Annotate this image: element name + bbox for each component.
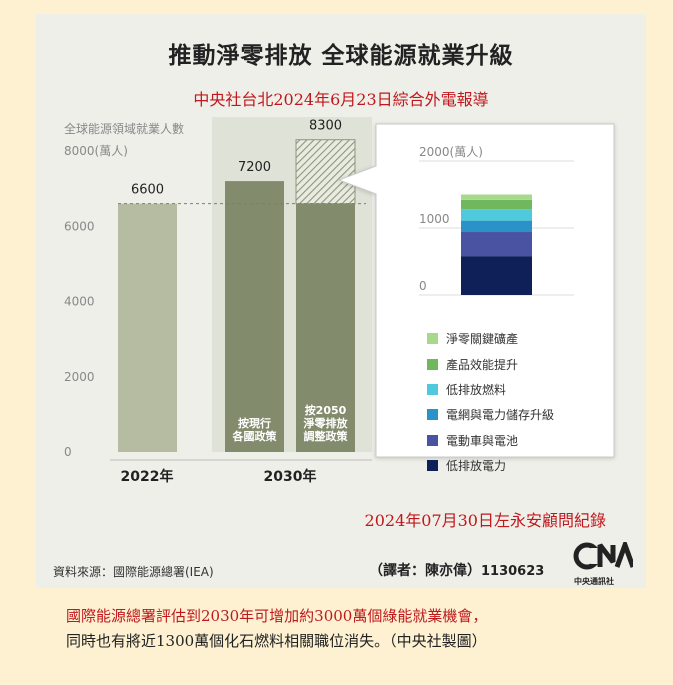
legend-swatch bbox=[427, 434, 438, 446]
inset-stack-segment bbox=[461, 256, 532, 295]
y-tick-label: 0 bbox=[64, 445, 72, 459]
caption-line-2: 同時也有將近1300萬個化石燃料相關職位消失。（中央社製圖） bbox=[66, 632, 487, 650]
inset-y-tick-label: 2000(萬人) bbox=[419, 145, 483, 159]
cna-logo-icon bbox=[573, 542, 633, 570]
legend-item: 淨零關鍵礦產 bbox=[427, 326, 647, 351]
legend-label: 淨零關鍵礦產 bbox=[446, 332, 519, 347]
bar-inside-label: 調整政策 bbox=[304, 429, 349, 443]
legend-swatch bbox=[427, 333, 438, 345]
legend-item: 電動車與電池 bbox=[427, 428, 647, 453]
legend-item: 低排放燃料 bbox=[427, 377, 647, 402]
y-tick-label: 4000 bbox=[64, 295, 95, 309]
bar-inside-label: 按2050 bbox=[305, 403, 347, 417]
bar-2022 bbox=[118, 203, 177, 452]
y-tick-label: 6000 bbox=[64, 219, 95, 233]
chart-title: 推動淨零排放 全球能源就業升級 bbox=[168, 43, 514, 69]
legend-label: 電動車與電池 bbox=[446, 433, 519, 448]
logo-text: 中央通訊社 bbox=[574, 577, 614, 586]
inset-stack-segment bbox=[461, 209, 532, 221]
chart-subtitle: 中央社台北2024年6月23日綜合外電報導 bbox=[193, 90, 489, 109]
x-tick-label-2022: 2022年 bbox=[121, 468, 174, 485]
bar-2030-netzero-increment bbox=[295, 139, 356, 205]
bar-inside-label: 按現行 bbox=[238, 416, 271, 430]
inset-y-tick-label: 0 bbox=[419, 279, 427, 293]
legend-swatch bbox=[427, 383, 438, 395]
record-note: 2024年07月30日左永安顧問紀錄 bbox=[364, 511, 606, 530]
caption: 國際能源總署評估到2030年可增加約3000萬個綠能就業機會， 同時也有將近13… bbox=[66, 604, 656, 654]
main-chart: 全球能源領域就業人數 0 2000 4000 6000 8000(萬人) 6600 7200 按… bbox=[64, 117, 615, 485]
inset-stack-segment bbox=[461, 232, 532, 257]
legend-label: 低排放燃料 bbox=[446, 382, 507, 397]
bar-value-label: 6600 bbox=[131, 183, 164, 198]
bar-inside-label: 淨零排放 bbox=[304, 416, 349, 430]
translator-credit: （譯者：陳亦偉）1130623 bbox=[369, 560, 544, 580]
y-axis-label: 全球能源領域就業人數 bbox=[64, 121, 184, 136]
inset-y-tick-label: 1000 bbox=[419, 212, 450, 226]
legend-item: 產品效能提升 bbox=[427, 351, 647, 376]
caption-line-1: 國際能源總署評估到2030年可增加約3000萬個綠能就業機會， bbox=[66, 607, 488, 625]
data-source: 資料來源：國際能源總署(IEA) bbox=[53, 565, 214, 579]
infographic-card: 推動淨零排放 全球能源就業升級 中央社台北2024年6月23日綜合外電報導 全球… bbox=[36, 14, 646, 588]
graphic-code: 1130623 bbox=[481, 564, 545, 579]
legend-label: 產品效能提升 bbox=[446, 357, 519, 372]
inset-stack-segment bbox=[461, 199, 532, 210]
inset-stack-segment bbox=[461, 220, 532, 233]
legend-label: 電網與電力儲存升級 bbox=[446, 408, 555, 423]
inset-legend: 淨零關鍵礦產 產品效能提升 低排放燃料電網與電力儲存升級 電動車與電池 低排放電力 bbox=[427, 326, 647, 478]
legend-swatch bbox=[427, 460, 438, 472]
inset-stack-segment bbox=[461, 194, 532, 200]
bar-value-label: 7200 bbox=[238, 160, 271, 175]
bar-value-label: 8300 bbox=[309, 119, 342, 134]
legend-swatch bbox=[427, 358, 438, 370]
y-tick-label: 2000 bbox=[64, 370, 95, 384]
legend-item: 電網與電力儲存升級 bbox=[427, 402, 647, 427]
bar-2030-current-policy bbox=[225, 181, 284, 452]
bar-2030-netzero-base bbox=[296, 203, 355, 452]
bar-inside-label: 各國政策 bbox=[232, 429, 278, 443]
legend-label: 低排放電力 bbox=[446, 459, 507, 474]
y-tick-label: 8000(萬人) bbox=[64, 144, 128, 158]
x-tick-label-2030: 2030年 bbox=[264, 468, 317, 485]
legend-swatch bbox=[427, 409, 438, 421]
translator-name: （譯者：陳亦偉） bbox=[369, 563, 481, 579]
legend-item: 低排放電力 bbox=[427, 453, 647, 478]
